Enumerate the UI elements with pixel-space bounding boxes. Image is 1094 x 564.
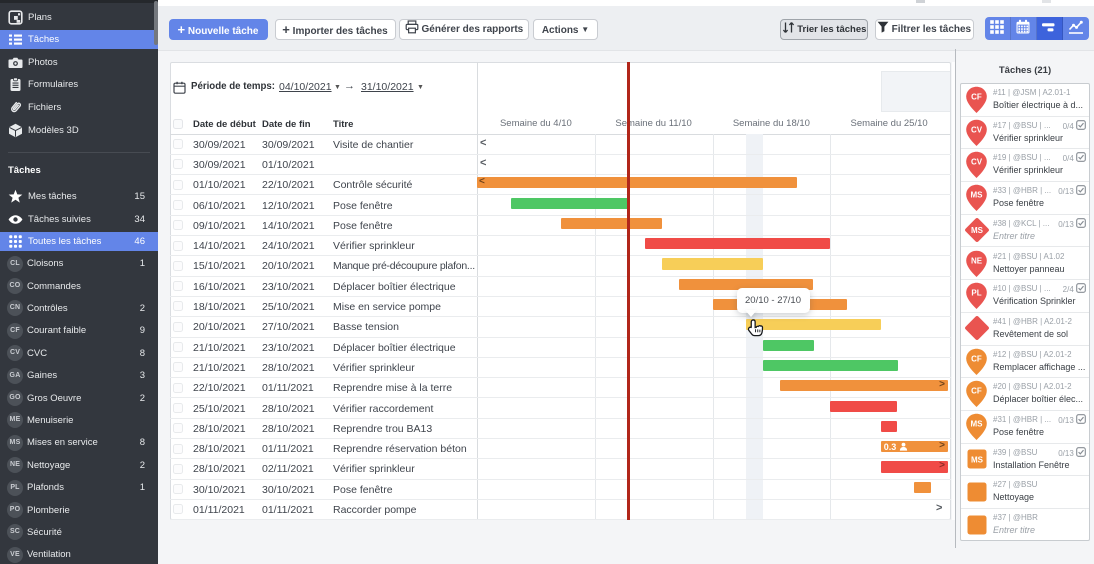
svg-text:CV: CV xyxy=(971,125,983,134)
svg-text:MS: MS xyxy=(971,226,984,235)
svg-text:CV: CV xyxy=(971,158,983,167)
svg-text:MS: MS xyxy=(971,456,984,465)
svg-text:CF: CF xyxy=(971,354,982,363)
svg-text:PL: PL xyxy=(971,289,981,298)
svg-text:MS: MS xyxy=(971,191,984,200)
svg-text:NE: NE xyxy=(971,256,983,265)
svg-text:CF: CF xyxy=(971,93,982,102)
svg-text:MS: MS xyxy=(971,420,984,429)
svg-text:CF: CF xyxy=(971,387,982,396)
